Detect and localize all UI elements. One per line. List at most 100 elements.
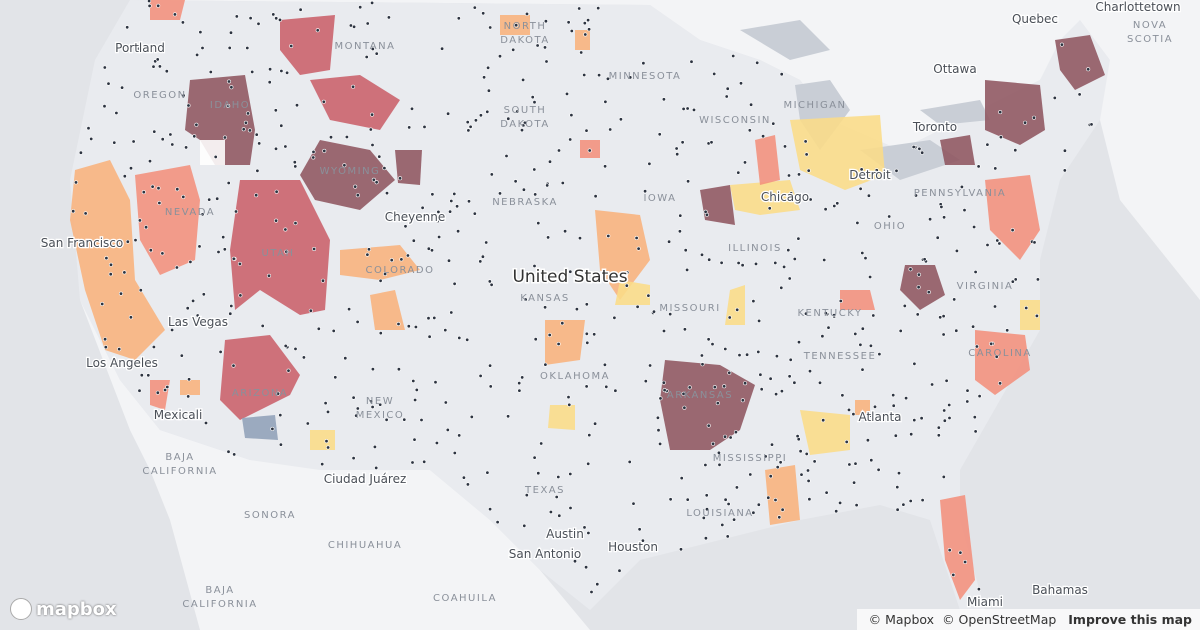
place-dot (583, 32, 588, 37)
place-dot (104, 256, 109, 261)
place-dot (887, 214, 892, 219)
place-dot (942, 418, 947, 423)
place-dot (152, 129, 157, 134)
place-dot (935, 235, 940, 240)
place-dot (947, 402, 952, 407)
place-dot (699, 252, 704, 257)
place-dot (625, 270, 630, 275)
place-dot (254, 132, 259, 137)
place-dot (872, 404, 877, 409)
place-dot (172, 12, 177, 17)
region (200, 140, 225, 165)
place-dot (446, 111, 451, 116)
place-dot (589, 589, 594, 594)
osm-attribution[interactable]: © OpenStreetMap (942, 612, 1057, 627)
place-dot (137, 218, 142, 223)
place-dot (548, 509, 553, 514)
city-label: Miami (967, 595, 1003, 609)
mapbox-attribution[interactable]: © Mapbox (868, 612, 935, 627)
region-label: NOVA (1133, 20, 1167, 31)
place-dot (963, 559, 968, 564)
place-dot (1024, 305, 1029, 310)
place-dot (148, 159, 153, 164)
place-dot (898, 328, 903, 333)
improve-map-link[interactable]: Improve this map (1068, 612, 1192, 627)
place-dot (952, 297, 957, 302)
place-dot (355, 193, 360, 198)
region-label: COAHUILA (433, 593, 497, 604)
place-dot (821, 418, 826, 423)
region (1055, 35, 1105, 90)
place-dot (386, 15, 391, 20)
place-dot (157, 201, 162, 206)
city-label: Austin (546, 527, 584, 541)
place-dot (488, 363, 493, 368)
place-dot (468, 124, 473, 129)
place-dot (876, 467, 881, 472)
region (765, 465, 800, 525)
place-dot (704, 507, 709, 512)
place-dot (1023, 120, 1028, 125)
region (725, 285, 745, 325)
place-dot (452, 191, 457, 196)
place-dot (1035, 277, 1040, 282)
place-dot (926, 290, 931, 295)
place-dot (370, 0, 375, 5)
place-dot (125, 239, 130, 244)
place-dot (782, 264, 787, 269)
place-dot (419, 417, 424, 422)
place-dot (703, 536, 708, 541)
place-dot (992, 304, 997, 309)
place-dot (569, 113, 574, 118)
place-dot (803, 311, 808, 316)
place-dot (593, 421, 598, 426)
place-dot (779, 285, 784, 290)
place-dot (596, 6, 601, 11)
region-label: TENNESSEE (803, 351, 877, 362)
place-dot (1013, 277, 1018, 282)
place-dot (377, 154, 382, 159)
place-dot (853, 461, 858, 466)
place-dot (547, 159, 552, 164)
place-dot (201, 292, 206, 297)
place-dot (618, 117, 623, 122)
place-dot (122, 174, 127, 179)
mapbox-logo[interactable]: mapbox (10, 598, 117, 620)
place-dot (227, 45, 232, 50)
region-label: OREGON (133, 90, 186, 101)
region-label: UTAH (261, 248, 294, 259)
place-dot (271, 12, 276, 17)
place-dot (231, 363, 236, 368)
place-dot (226, 449, 231, 454)
place-dot (486, 65, 491, 70)
place-dot (683, 248, 688, 253)
place-dot (799, 472, 804, 477)
place-dot (155, 57, 160, 62)
place-dot (728, 435, 733, 440)
attribution: © Mapbox © OpenStreetMap Improve this ma… (856, 609, 1200, 630)
place-dot (521, 123, 526, 128)
place-dot (374, 465, 379, 470)
place-dot (681, 391, 686, 396)
place-dot (613, 388, 618, 393)
place-dot (774, 392, 779, 397)
place-dot (942, 215, 947, 220)
place-dot (556, 474, 561, 479)
city-label: San Antonio (509, 547, 582, 561)
region-label: ILLINOIS (728, 243, 782, 254)
place-dot (455, 204, 460, 209)
place-dot (74, 180, 79, 185)
place-dot (333, 375, 338, 380)
place-dot (497, 54, 502, 59)
region-label: CHIHUAHUA (328, 540, 402, 551)
region (300, 140, 395, 210)
place-dot (627, 459, 632, 464)
region-label: NEBRASKA (492, 197, 558, 208)
place-dot (524, 493, 529, 498)
place-dot (372, 444, 377, 449)
place-dot (775, 465, 780, 470)
region (150, 0, 185, 20)
city-label: Chicago (761, 190, 809, 204)
place-dot (877, 352, 882, 357)
place-dot (293, 164, 298, 169)
